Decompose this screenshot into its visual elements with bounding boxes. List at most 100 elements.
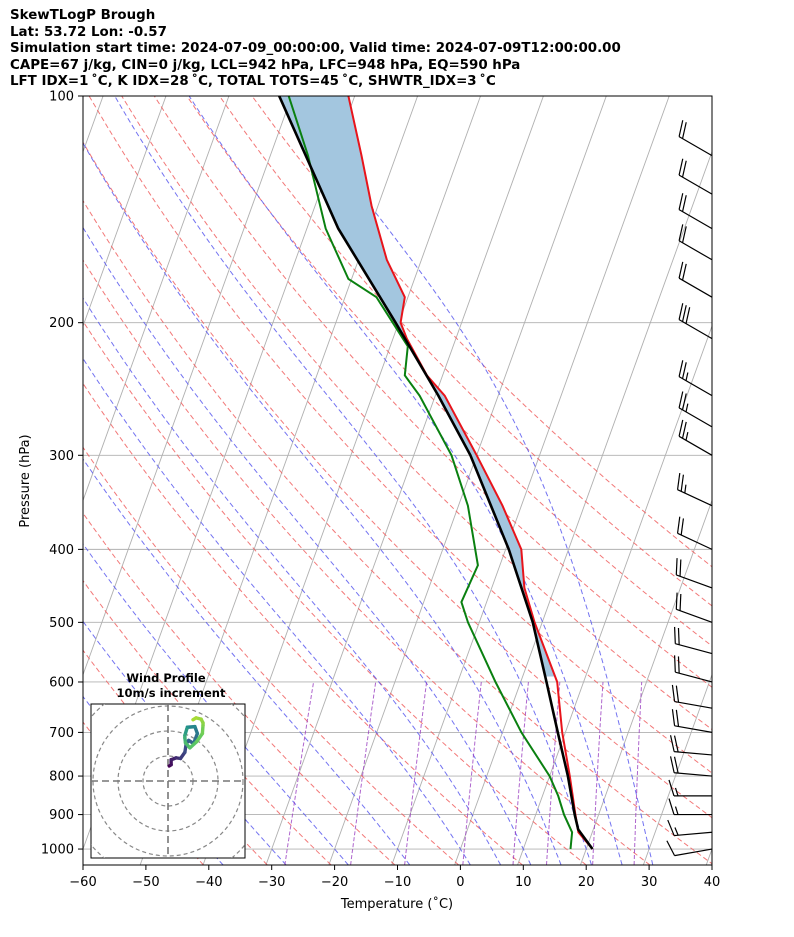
wind-barb bbox=[678, 120, 713, 157]
x-tick-label: −50 bbox=[132, 875, 159, 890]
y-tick-label: 700 bbox=[49, 726, 74, 741]
dry-adiabat-320 bbox=[83, 141, 712, 819]
y-tick-label: 500 bbox=[49, 616, 74, 631]
isotherm-20 bbox=[580, 499, 712, 865]
cape-shading bbox=[279, 96, 556, 677]
barb-staff bbox=[676, 608, 713, 623]
x-tick-label: −40 bbox=[195, 875, 222, 890]
background-lines bbox=[83, 96, 712, 865]
barb-staff bbox=[678, 319, 713, 340]
wind-barb bbox=[678, 224, 713, 261]
barb-feather bbox=[680, 518, 685, 536]
barb-feather bbox=[674, 626, 676, 644]
wind-barb bbox=[676, 472, 713, 507]
x-tick-label: 0 bbox=[456, 875, 464, 890]
barb-feather bbox=[685, 307, 691, 324]
dewpoint-line bbox=[287, 96, 574, 850]
dry-adiabat-280 bbox=[83, 382, 523, 865]
wind-barb bbox=[675, 592, 713, 623]
hodograph-segment bbox=[191, 716, 198, 722]
profile-lines bbox=[278, 96, 594, 850]
barb-feather bbox=[677, 656, 680, 674]
hodograph: Wind Profile 10m/s increment bbox=[90, 671, 246, 859]
barb-feather bbox=[669, 756, 675, 773]
barb-feather bbox=[673, 735, 679, 753]
mixing-ratio-2 bbox=[404, 681, 428, 865]
wind-barb bbox=[666, 840, 713, 857]
wind-barb bbox=[678, 419, 713, 456]
moist-adiabat-30 bbox=[287, 96, 654, 865]
y-axis-label: Pressure (hPa) bbox=[18, 434, 33, 527]
barb-feather bbox=[676, 516, 681, 534]
barb-staff bbox=[674, 725, 713, 733]
chart-title: SkewTLogP Brough bbox=[10, 8, 156, 23]
barb-feather bbox=[669, 735, 675, 752]
y-tick-label: 900 bbox=[49, 808, 74, 823]
index-line: LFT IDX=1 ˚C, K IDX=28 ˚C, TOTAL TOTS=45… bbox=[10, 74, 496, 90]
barb-staff bbox=[678, 435, 713, 456]
barb-staff bbox=[674, 831, 713, 837]
barb-feather bbox=[678, 419, 684, 437]
mixing-ratio-10 bbox=[546, 681, 561, 865]
barb-feather bbox=[675, 558, 678, 575]
isotherm--80 bbox=[83, 96, 230, 502]
dry-adiabat-270 bbox=[83, 446, 460, 865]
isotherm-0 bbox=[454, 150, 712, 865]
dry-adiabat-310 bbox=[83, 199, 712, 865]
x-tick-label: 20 bbox=[578, 875, 595, 890]
barb-feather bbox=[675, 685, 680, 703]
barb-staff bbox=[676, 574, 713, 589]
barb-staff bbox=[674, 772, 713, 777]
x-tick-label: 40 bbox=[704, 875, 721, 890]
y-tick-label: 800 bbox=[49, 770, 74, 785]
isotherm-40 bbox=[705, 847, 712, 865]
hodograph-title: Wind Profile bbox=[126, 671, 206, 685]
mixing-ratio-24 bbox=[633, 681, 643, 865]
mixing-ratio-0.4 bbox=[284, 681, 315, 865]
barb-half-feather bbox=[685, 431, 689, 441]
x-tick-label: −20 bbox=[321, 875, 348, 890]
dry-adiabat-290 bbox=[83, 320, 587, 865]
chart-header: SkewTLogP Brough Lat: 53.72 Lon: -0.57 S… bbox=[10, 8, 790, 91]
x-tick-label: 10 bbox=[515, 875, 532, 890]
isotherm-30 bbox=[642, 673, 712, 865]
dry-adiabat-250 bbox=[83, 579, 332, 865]
x-axis-label: Temperature (˚C) bbox=[340, 896, 453, 912]
axes: −60 −50 −40 −30 −20 −10 0 10 20 30 40 1000 900 800 700… bbox=[41, 90, 720, 891]
barb-feather bbox=[671, 709, 676, 726]
y-tick-label: 1000 bbox=[41, 843, 74, 858]
barb-staff bbox=[678, 407, 713, 428]
y-tick-label: 400 bbox=[49, 543, 74, 558]
temperature-line bbox=[347, 96, 594, 850]
barb-feather bbox=[668, 798, 675, 815]
barb-staff bbox=[678, 240, 713, 261]
moist-adiabat--10 bbox=[83, 458, 411, 865]
barb-feather bbox=[680, 474, 685, 492]
isotherm-10 bbox=[517, 324, 712, 865]
y-tick-label: 600 bbox=[49, 675, 74, 690]
barb-staff bbox=[674, 751, 713, 756]
wind-barb bbox=[678, 193, 713, 230]
barb-staff bbox=[675, 643, 713, 655]
hodograph-subtitle: 10m/s increment bbox=[117, 686, 226, 700]
barb-feather bbox=[667, 819, 675, 836]
wind-barb bbox=[676, 516, 713, 550]
barb-feather bbox=[679, 559, 682, 577]
moist-adiabat-15 bbox=[83, 142, 562, 865]
moist-adiabat-25 bbox=[188, 96, 623, 865]
wind-barb bbox=[678, 391, 713, 428]
barb-feather bbox=[681, 122, 687, 139]
barb-feather bbox=[678, 391, 684, 408]
wind-barb bbox=[678, 303, 713, 340]
mixing-ratio-16 bbox=[592, 681, 604, 865]
barb-staff bbox=[675, 671, 713, 683]
mixing-ratio-4 bbox=[462, 681, 482, 865]
barb-staff bbox=[677, 489, 713, 507]
wind-barb bbox=[669, 735, 713, 756]
wind-barb bbox=[668, 798, 712, 816]
x-tick-label: −10 bbox=[384, 875, 411, 890]
barb-feather bbox=[678, 193, 684, 210]
barb-feather bbox=[673, 756, 679, 774]
time-line: Simulation start time: 2024-07-09_00:00:… bbox=[10, 41, 621, 57]
